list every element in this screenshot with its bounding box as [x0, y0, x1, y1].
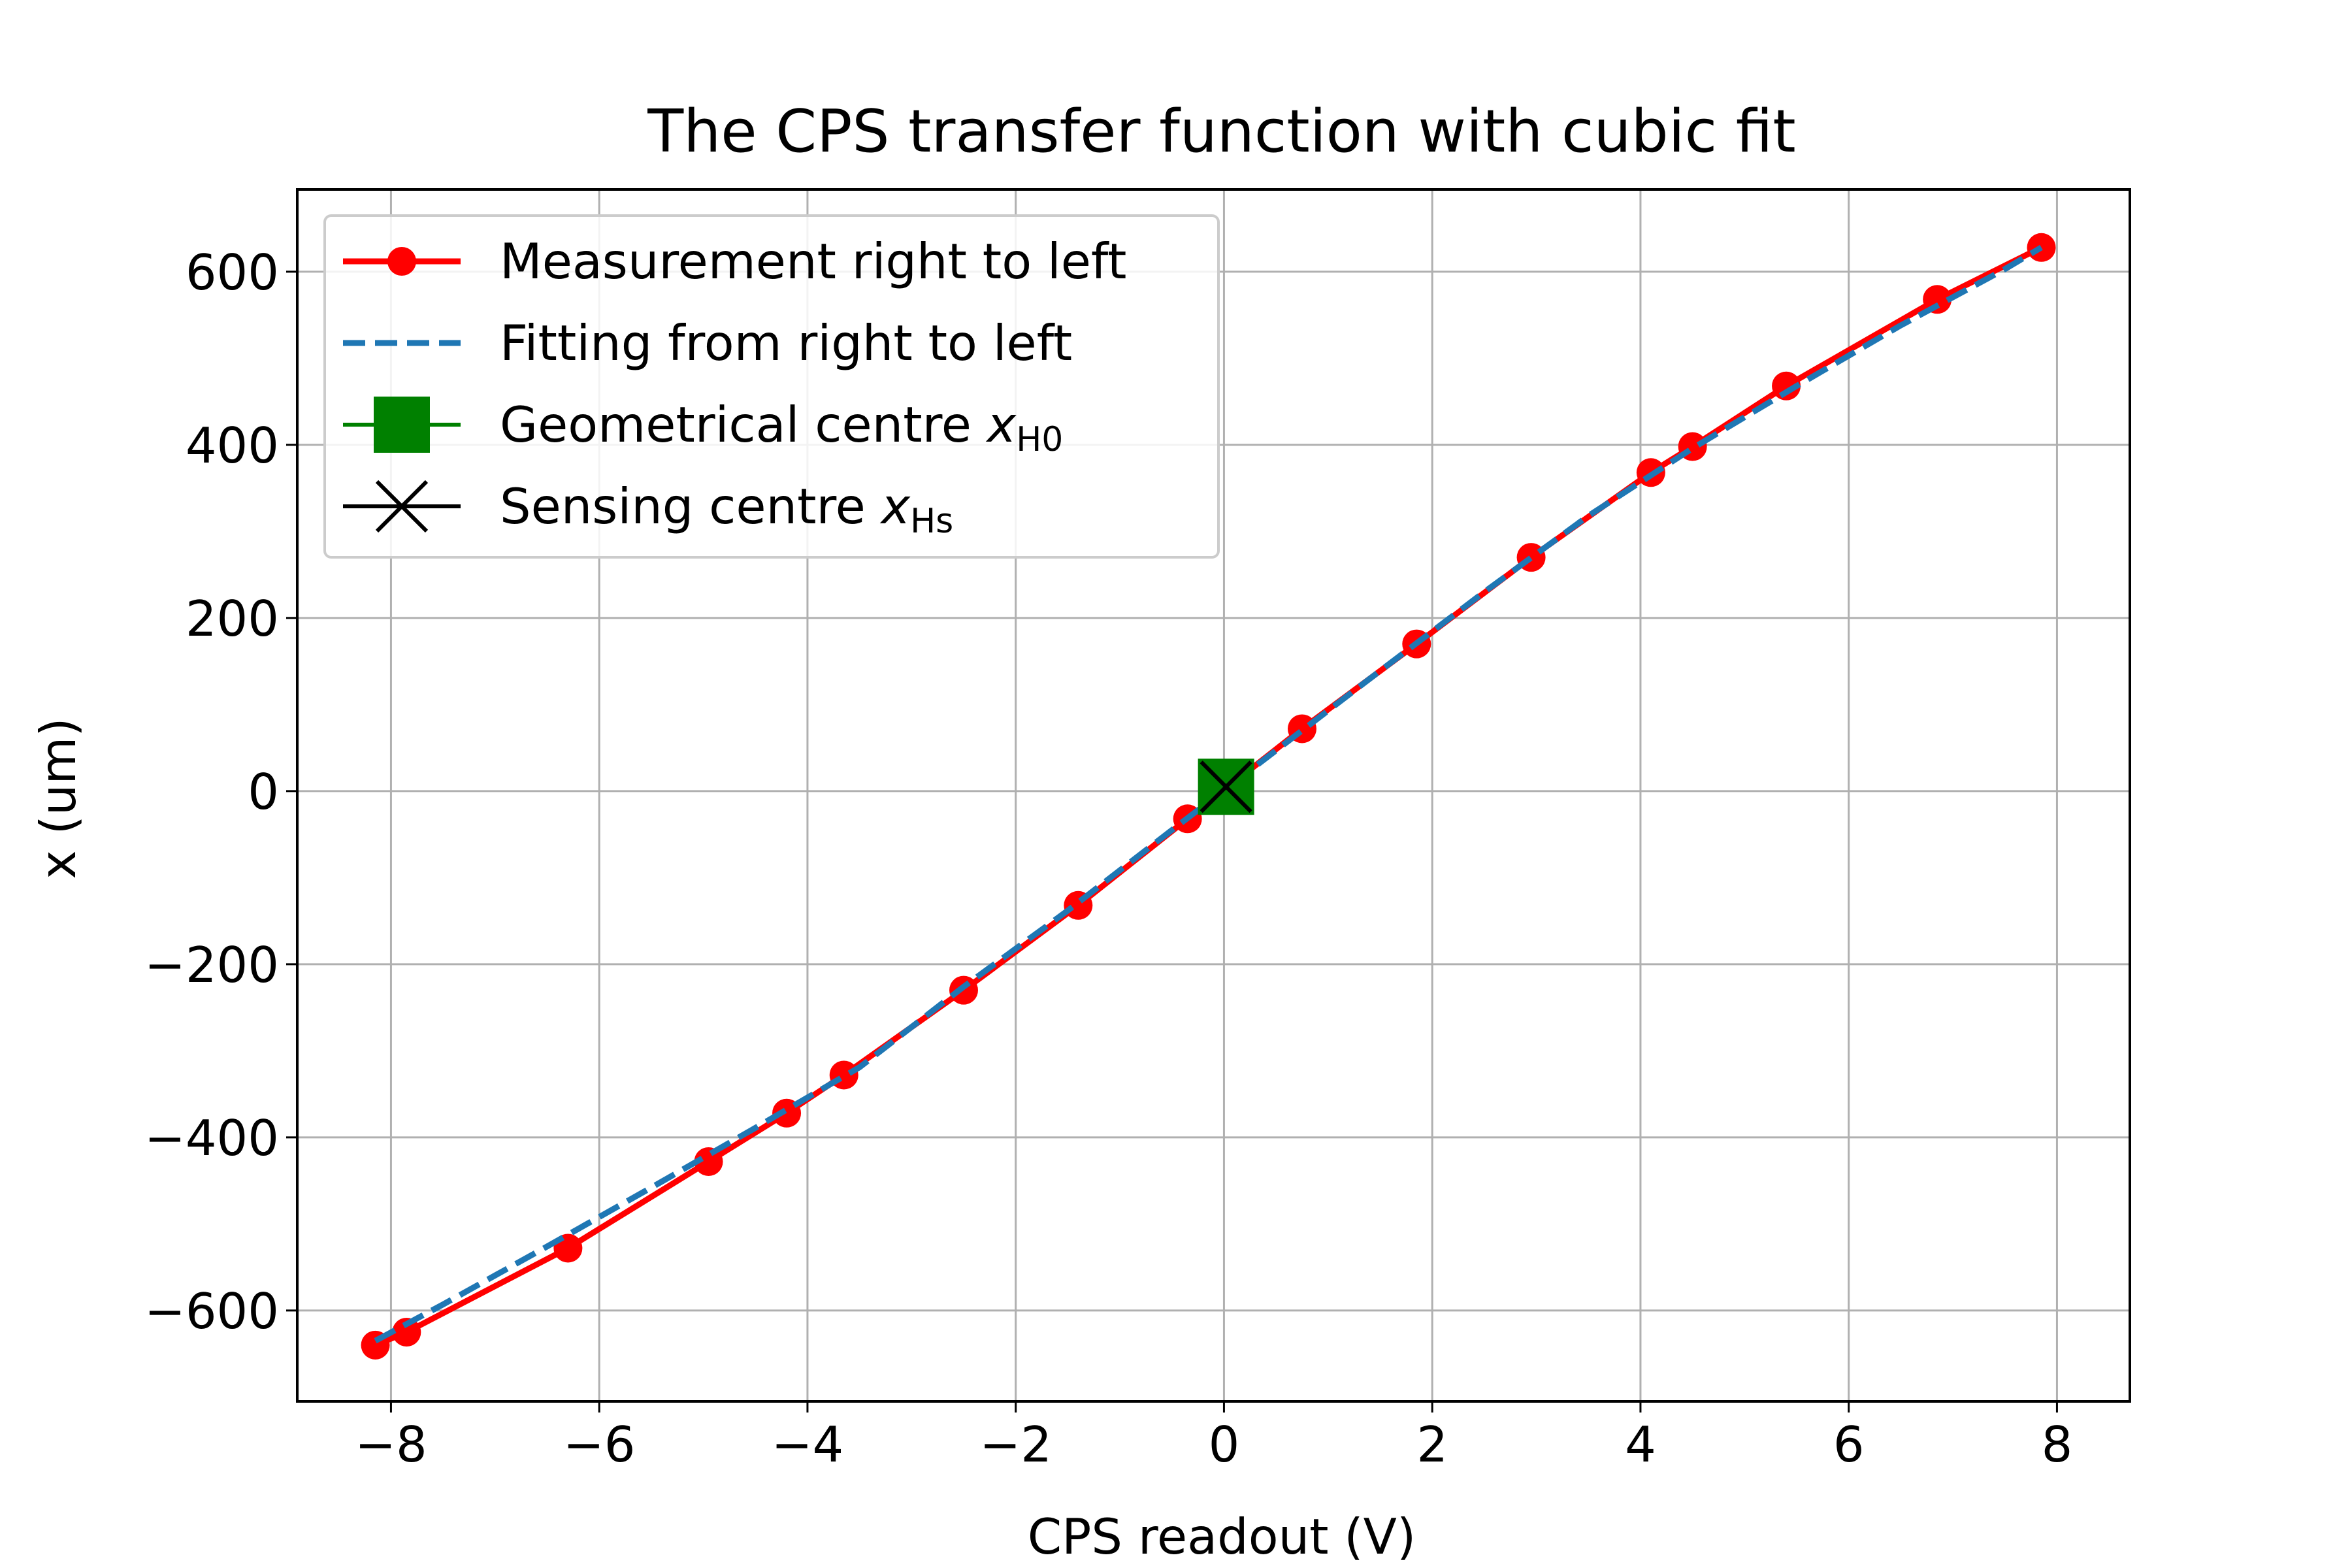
- sensing-centre-marker: [1200, 760, 1252, 813]
- legend-geometrical-marker: [374, 397, 430, 453]
- y-tick-label: 0: [248, 763, 279, 821]
- measurement-point: [772, 1098, 802, 1128]
- legend-label-text: Sensing centre: [500, 478, 881, 535]
- x-axis-label: CPS readout (V): [1028, 1508, 1416, 1565]
- legend-label: Sensing centre xHs: [500, 478, 953, 541]
- legend-label: Fitting from right to left: [500, 314, 1072, 372]
- legend-label: Measurement right to left: [500, 233, 1126, 290]
- legend-label-text: Measurement right to left: [500, 233, 1126, 290]
- legend-sensing-marker: [375, 480, 429, 533]
- legend-measurement-marker: [387, 247, 416, 276]
- x-tick-label: 0: [1209, 1416, 1240, 1473]
- legend-label-text: Fitting from right to left: [500, 314, 1072, 372]
- y-tick-label: 600: [186, 244, 279, 301]
- legend-label-subscript: H0: [1016, 420, 1063, 459]
- x-tick-label: −2: [979, 1416, 1052, 1473]
- y-axis-label: x (um): [29, 717, 87, 879]
- ticks: −8 −6 −4 −2 0 2 4 6 8 −600 −400 −200 0 200 400 600: [144, 244, 2072, 1473]
- plot-frame: [296, 188, 2131, 1403]
- legend-label-text: Geometrical centre: [500, 396, 987, 453]
- x-tick-label: 8: [2042, 1416, 2073, 1473]
- x-tick-label: −8: [355, 1416, 427, 1473]
- y-tick-label: −400: [144, 1109, 279, 1167]
- legend: Measurement right to left Fitting from ri…: [323, 214, 1220, 559]
- sensing-centre-stroke: [1200, 760, 1252, 813]
- x-tick-label: 2: [1416, 1416, 1448, 1473]
- measurement-point: [694, 1147, 723, 1176]
- x-tick-label: 4: [1625, 1416, 1656, 1473]
- legend-label-math: x: [986, 396, 1017, 453]
- y-tick-label: 200: [186, 590, 279, 647]
- x-tick-label: −4: [772, 1416, 844, 1473]
- y-tick-label: −600: [144, 1282, 279, 1340]
- x-tick-label: −6: [563, 1416, 636, 1473]
- x-tick-label: 6: [1833, 1416, 1865, 1473]
- measurement-point: [392, 1318, 421, 1347]
- legend-box: [323, 214, 1220, 559]
- chart-title: The CPS transfer function with cubic fit: [647, 97, 1795, 166]
- plot-area: [361, 233, 2056, 1360]
- legend-label-subscript: Hs: [910, 502, 953, 541]
- y-tick-label: −200: [144, 936, 279, 994]
- y-tick-label: 400: [186, 417, 279, 474]
- legend-label: Geometrical centre xH0: [500, 396, 1063, 459]
- legend-label-math: x: [880, 478, 911, 535]
